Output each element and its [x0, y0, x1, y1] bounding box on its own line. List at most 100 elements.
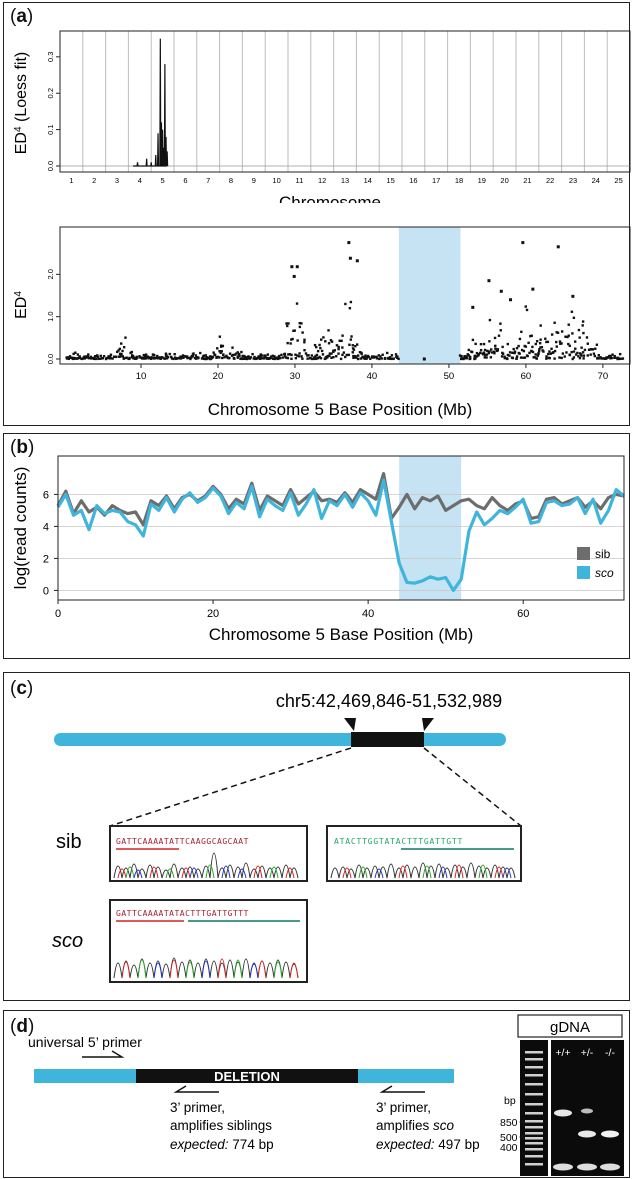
ed4-point	[297, 355, 301, 358]
ed4-point	[117, 349, 120, 352]
ed4-point	[517, 344, 520, 348]
ed4-point	[347, 353, 350, 357]
ed4-point	[596, 357, 599, 360]
ed4-point	[349, 300, 353, 304]
ed4-point	[554, 340, 558, 344]
ed4-point	[319, 357, 323, 360]
ed4-point	[216, 347, 219, 350]
ed4-point	[530, 350, 533, 353]
ed4-point	[271, 354, 274, 358]
ed4-point	[301, 357, 304, 360]
y-tick-label: 0.2	[46, 88, 55, 98]
primer-sco-expected: expected: 497 bp	[376, 1137, 480, 1152]
zoom-line-left	[109, 747, 352, 827]
ed4-point	[614, 356, 617, 359]
ed4-point	[319, 346, 322, 350]
ed4-point	[534, 342, 537, 346]
ed4-point	[390, 354, 394, 357]
ed4-point	[283, 352, 287, 356]
ed4-point	[318, 343, 321, 347]
ed4-point	[354, 355, 357, 358]
ed4-point	[304, 352, 308, 355]
ed4-point	[350, 335, 353, 338]
chr5-deletion-highlight	[398, 227, 461, 364]
ed4-point	[555, 345, 558, 348]
ed4-outlier-point	[292, 274, 296, 278]
series-sco-line	[56, 478, 626, 592]
panel-b-label: (b)	[10, 437, 35, 458]
ed4-point	[473, 355, 476, 358]
ed4-point	[340, 339, 343, 343]
chromosome-tick-label: 16	[409, 176, 417, 185]
ed4-point	[356, 354, 360, 357]
ed4-point	[558, 340, 562, 343]
ed4-point	[105, 356, 109, 360]
ed4-point	[276, 356, 279, 359]
gel-bp-unit: bp	[504, 1095, 516, 1107]
ed4-point	[579, 353, 583, 356]
ed4-point	[300, 355, 303, 358]
ed4-point	[172, 357, 175, 361]
legend-sib-label: sib	[595, 547, 611, 561]
ed4-point	[506, 342, 509, 346]
ed4-point	[114, 355, 117, 359]
ed4-point	[488, 318, 492, 322]
ed4-point	[358, 350, 362, 354]
ed4-point	[191, 353, 195, 356]
ed4-point	[335, 355, 338, 358]
ed4-point	[537, 352, 540, 355]
ed4-point	[206, 356, 210, 359]
ed4-point	[360, 352, 363, 356]
ed4-point	[503, 355, 506, 358]
x-tick-label: 40	[367, 371, 378, 382]
ed4-point	[328, 352, 332, 355]
y-tick-label: 0.0	[46, 354, 55, 364]
ed4-outlier-point	[290, 265, 294, 269]
ed4-point	[515, 346, 519, 350]
ladder-band	[525, 1148, 543, 1151]
ed4-point	[506, 357, 509, 361]
chromosome-bar	[54, 733, 506, 746]
ed4-point	[281, 356, 285, 359]
ed4-point	[261, 354, 264, 357]
ed4-point	[221, 344, 225, 348]
read-counts-ylabel: log(read counts)	[11, 467, 30, 590]
ed4-point	[284, 355, 287, 358]
ed4-point	[492, 350, 496, 353]
ed4-point	[482, 342, 486, 346]
ladder-band	[525, 1155, 543, 1158]
right-breakpoint-arrow	[422, 718, 434, 731]
ed4-point	[240, 350, 243, 354]
gel-sample-lanes	[551, 1040, 624, 1176]
ed4-point	[499, 322, 502, 325]
ed4-point	[108, 357, 112, 360]
ed4-point	[618, 352, 622, 356]
ed4-point	[553, 349, 557, 353]
ed4-point	[539, 346, 542, 349]
ed4-point	[102, 355, 106, 358]
ed4-point	[216, 355, 220, 359]
ed4-point	[534, 353, 537, 356]
ed4-point	[396, 356, 399, 360]
forward-primer-arrow	[82, 1050, 125, 1058]
ed4-point	[286, 356, 290, 360]
ed4-point	[576, 351, 579, 355]
ed4-point	[93, 356, 96, 360]
ed4-point	[351, 344, 354, 347]
ed4-point	[549, 352, 552, 355]
ed4-point	[479, 348, 483, 352]
ed4-point	[122, 357, 125, 360]
ed4-point	[209, 357, 212, 361]
ed4-point	[494, 347, 497, 350]
ed4-point	[294, 353, 297, 356]
ed4-point	[150, 356, 153, 359]
ed4-point	[260, 357, 264, 360]
ed4-point	[99, 357, 102, 360]
ed4-point	[356, 357, 360, 361]
ed4-outlier-point	[521, 241, 525, 245]
chromosome-tick-label: 8	[229, 176, 233, 185]
deletion-bar	[136, 1069, 358, 1083]
ed4-point	[139, 356, 142, 359]
ed4-point	[386, 351, 389, 355]
ed4-point	[508, 351, 512, 354]
